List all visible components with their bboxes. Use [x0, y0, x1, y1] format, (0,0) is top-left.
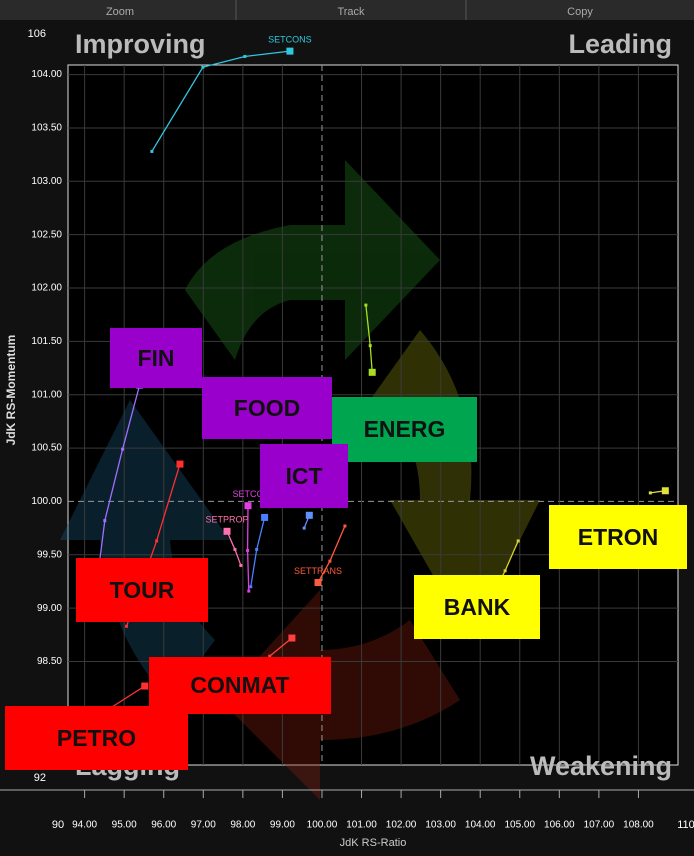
series-label: SETTRANS [294, 566, 342, 576]
y-tick-label: 100.00 [31, 496, 62, 507]
trail-point [121, 448, 124, 451]
series-label: SETCONS [268, 35, 312, 45]
x-tick-label: 108.00 [623, 820, 654, 831]
x-tick-label: 94.00 [72, 820, 97, 831]
x-tick-label: 104.00 [465, 820, 496, 831]
series-label: SETCO [232, 489, 263, 499]
y-tick-label: 104.00 [31, 69, 62, 80]
quadrant-label: Weakening [530, 751, 672, 781]
head-marker [224, 528, 231, 535]
y-tick-label: 101.50 [31, 336, 62, 347]
page: Zoom Track Copy JdK RS-Momentum JdK RS-R… [0, 0, 694, 856]
x-tick-label: 97.00 [191, 820, 216, 831]
trail-point [649, 491, 652, 494]
trail-point [328, 560, 331, 563]
trail-point [247, 590, 250, 593]
sector-label: TOUR [76, 558, 208, 622]
head-marker [662, 487, 669, 494]
axis-break-label: 92 [34, 772, 46, 784]
x-tick-label: 103.00 [425, 820, 456, 831]
y-tick-label: 102.00 [31, 283, 62, 294]
toolbar-button[interactable]: Copy [567, 6, 593, 18]
x-tick-label: 106.00 [544, 820, 575, 831]
screen: Zoom Track Copy JdK RS-Momentum JdK RS-R… [0, 0, 694, 856]
sector-label: ENERG [332, 397, 477, 462]
sector-label: PETRO [5, 706, 188, 770]
trail-point [517, 539, 520, 542]
head-marker [315, 579, 322, 586]
x-tick-label: 102.00 [386, 820, 417, 831]
x-tick-label: 95.00 [112, 820, 137, 831]
head-marker [288, 635, 295, 642]
sector-label: ETRON [549, 505, 687, 569]
x-tick-label: 98.00 [230, 820, 255, 831]
head-marker [141, 683, 148, 690]
y-tick-label: 100.50 [31, 443, 62, 454]
x-tick-label: 100.00 [307, 820, 338, 831]
trail-point [369, 344, 372, 347]
series-label: SETPROP [206, 515, 249, 525]
trail-point [233, 548, 236, 551]
trail-point [201, 66, 204, 69]
quadrant-label: Improving [75, 29, 206, 59]
toolbar-button[interactable]: Track [337, 6, 365, 18]
y-tick-label: 99.00 [37, 603, 62, 614]
trail-point [243, 55, 246, 58]
y-tick-label: 98.50 [37, 656, 62, 667]
trail-point [364, 304, 367, 307]
y-axis-label: JdK RS-Momentum [4, 335, 18, 446]
x-tick-label: 101.00 [346, 820, 377, 831]
x-tick-label: 107.00 [584, 820, 615, 831]
head-marker [244, 502, 251, 509]
y-tick-label: 102.50 [31, 229, 62, 240]
axis-break-label: 90 [52, 819, 64, 831]
x-tick-label: 105.00 [504, 820, 535, 831]
trail-point [150, 150, 153, 153]
y-tick-label: 99.50 [37, 549, 62, 560]
head-marker [261, 514, 268, 521]
x-tick-label: 96.00 [151, 820, 176, 831]
trail-point [239, 564, 242, 567]
toolbar-button[interactable]: Zoom [106, 6, 134, 18]
trail-point [103, 519, 106, 522]
trail-point [303, 527, 306, 530]
trail-point [125, 625, 128, 628]
trail-point [246, 549, 249, 552]
y-tick-label: 103.00 [31, 176, 62, 187]
trail-point [255, 548, 258, 551]
trail-point [343, 524, 346, 527]
head-marker [306, 512, 313, 519]
head-marker [286, 48, 293, 55]
head-marker [176, 461, 183, 468]
trail-point [155, 539, 158, 542]
sector-label: FOOD [202, 377, 332, 439]
axis-break-label: 106 [28, 28, 46, 40]
sector-label: BANK [414, 575, 540, 639]
trail-point [504, 569, 507, 572]
axis-break-label: 110 [677, 819, 694, 831]
x-tick-label: 99.00 [270, 820, 295, 831]
y-tick-label: 103.50 [31, 123, 62, 134]
x-axis-label: JdK RS-Ratio [340, 837, 407, 849]
quadrant-label: Leading [568, 29, 672, 59]
sector-label: FIN [110, 328, 202, 388]
head-marker [369, 369, 376, 376]
y-tick-label: 101.00 [31, 389, 62, 400]
sector-label: ICT [260, 444, 348, 508]
trail-point [249, 585, 252, 588]
